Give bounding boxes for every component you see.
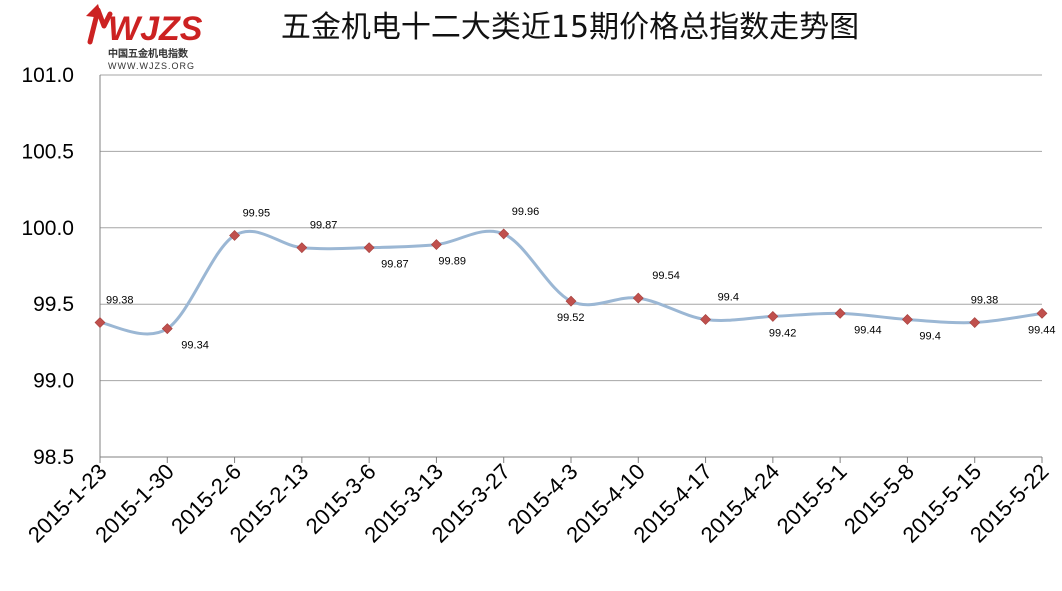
data-label: 99.89 [438, 256, 466, 268]
data-point-marker [363, 242, 375, 254]
data-point-marker [498, 228, 510, 240]
y-tick-label: 100.0 [21, 217, 74, 240]
data-label: 99.4 [919, 330, 940, 342]
data-point-marker [161, 323, 173, 335]
x-axis-ticks: 2015-1-232015-1-302015-2-62015-2-132015-… [23, 457, 1054, 547]
data-label: 99.44 [1028, 324, 1056, 336]
logo-url: WWW.WJZS.ORG [108, 61, 195, 71]
data-label: 99.87 [381, 259, 409, 271]
logo-arrow-icon [87, 7, 113, 45]
data-point-marker [1036, 307, 1048, 319]
y-tick-label: 99.5 [33, 293, 74, 316]
data-label: 99.44 [854, 324, 882, 336]
logo-arrowhead-icon [86, 4, 102, 18]
series-line-path [99, 229, 1043, 336]
wjzs-logo: WJZS 中国五金机电指数 WWW.WJZS.ORG [86, 4, 203, 71]
data-labels: 99.38 99.34 99.95 99.87 99.87 99.89 99.96 99.52… [106, 206, 1056, 352]
chart-title: 五金机电十二大类近15期价格总指数走势图 [280, 10, 860, 45]
data-label: 99.42 [769, 327, 797, 339]
data-markers [94, 228, 1048, 335]
data-label: 99.87 [310, 220, 338, 232]
gridlines [100, 74, 1042, 458]
data-point-marker [229, 230, 240, 241]
y-tick-label: 101.0 [21, 64, 74, 87]
data-label: 99.38 [106, 295, 134, 307]
logo-subtitle: 中国五金机电指数 [108, 47, 189, 60]
data-point-marker [296, 242, 308, 254]
data-point-marker [632, 292, 644, 304]
data-label: 99.4 [718, 291, 739, 303]
data-point-marker [767, 310, 779, 322]
data-label: 99.54 [652, 270, 680, 282]
data-point-marker [565, 295, 577, 307]
data-point-marker [700, 314, 711, 325]
data-point-marker [94, 317, 106, 328]
logo-brand: WJZS [108, 10, 203, 48]
series-line [99, 229, 1043, 336]
data-label: 99.38 [971, 295, 999, 307]
data-label: 99.95 [243, 207, 271, 219]
axes [99, 75, 1042, 458]
data-point-marker [834, 307, 846, 319]
data-label: 99.52 [557, 312, 585, 324]
data-point-marker [431, 239, 442, 251]
data-label: 99.96 [512, 206, 540, 218]
y-tick-label: 99.0 [33, 370, 74, 393]
data-point-marker [969, 317, 981, 328]
data-point-marker [902, 314, 913, 325]
y-axis-ticks: 98.5 99.0 99.5 100.0 100.5 101.0 [21, 64, 74, 469]
y-tick-label: 98.5 [33, 446, 74, 469]
x-tick-label: 2015-5-1 [772, 459, 852, 539]
data-label: 99.34 [181, 340, 209, 352]
y-tick-label: 100.5 [21, 140, 74, 163]
